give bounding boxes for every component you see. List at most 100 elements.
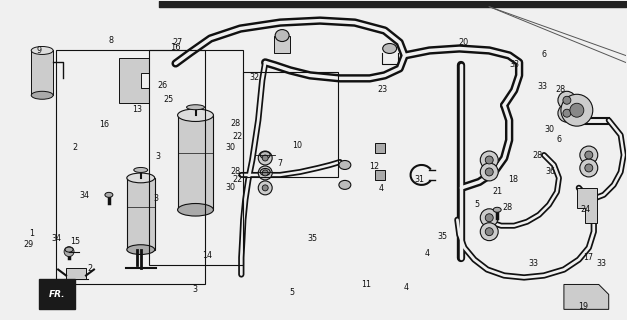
Text: 35: 35 [437,232,447,241]
Text: 28: 28 [555,85,565,94]
Circle shape [258,181,272,195]
Text: 31: 31 [414,175,424,184]
Text: 4: 4 [424,250,429,259]
Ellipse shape [134,167,148,172]
Text: 33: 33 [528,259,538,268]
Ellipse shape [127,173,155,183]
Text: 13: 13 [132,105,142,114]
Circle shape [580,159,598,177]
Text: 28: 28 [230,167,241,176]
Ellipse shape [275,29,289,42]
Text: 32: 32 [250,73,260,82]
Text: 26: 26 [157,81,167,90]
Text: 5: 5 [475,200,480,209]
Ellipse shape [260,152,270,158]
Text: 16: 16 [99,120,109,130]
Text: 10: 10 [292,141,302,150]
Circle shape [558,91,576,109]
Text: 33: 33 [537,82,547,91]
Polygon shape [40,279,75,309]
Circle shape [258,151,272,165]
Circle shape [480,223,498,241]
Text: 28: 28 [532,151,542,160]
Text: 35: 35 [307,234,317,243]
Text: 16: 16 [171,44,181,52]
Circle shape [258,166,272,180]
Text: 24: 24 [581,205,591,214]
Text: 30: 30 [226,183,236,192]
Text: 18: 18 [508,175,519,184]
Circle shape [480,163,498,181]
Bar [66,268,86,279]
Text: 7: 7 [278,159,283,168]
Polygon shape [564,284,609,309]
Ellipse shape [31,46,53,54]
Ellipse shape [339,180,351,189]
Circle shape [563,109,571,117]
Text: 5: 5 [290,288,295,297]
Circle shape [561,94,593,126]
Circle shape [558,104,576,122]
Circle shape [485,214,493,222]
Circle shape [570,103,584,117]
Circle shape [262,185,268,191]
Circle shape [262,170,268,176]
Text: 22: 22 [232,132,243,140]
Circle shape [580,146,598,164]
Text: 20: 20 [458,38,468,47]
Circle shape [585,151,593,159]
Ellipse shape [260,168,270,175]
Ellipse shape [31,91,53,99]
Circle shape [480,151,498,169]
Text: 28: 28 [230,119,241,128]
Text: 27: 27 [172,38,182,47]
Text: 22: 22 [232,175,243,184]
Ellipse shape [177,109,213,122]
Text: 34: 34 [80,190,90,200]
Ellipse shape [177,204,213,216]
Text: 4: 4 [403,283,408,292]
Polygon shape [119,59,149,103]
Text: 3: 3 [192,284,198,293]
Text: 1: 1 [29,229,34,238]
Ellipse shape [105,192,113,197]
Circle shape [485,168,493,176]
Text: 28: 28 [502,203,512,212]
Text: 6: 6 [556,135,561,144]
Text: 30: 30 [226,143,236,152]
Text: FR.: FR. [49,290,65,299]
Ellipse shape [493,207,501,212]
Text: 23: 23 [377,85,387,94]
Ellipse shape [127,245,155,254]
Circle shape [64,247,74,257]
Text: 12: 12 [370,162,380,171]
Circle shape [262,155,268,161]
Text: 19: 19 [578,302,588,311]
Circle shape [480,209,498,227]
Bar [243,72,338,177]
Text: 8: 8 [108,36,113,45]
Text: 34: 34 [51,234,61,243]
Text: 30: 30 [544,125,554,134]
Bar [375,143,385,153]
Bar [31,51,53,95]
Ellipse shape [187,105,204,110]
Text: 29: 29 [24,240,34,249]
Polygon shape [577,188,597,223]
Bar [56,51,206,284]
Text: 36: 36 [545,167,556,176]
Text: 11: 11 [362,280,372,289]
Text: 17: 17 [583,253,593,262]
Ellipse shape [339,161,351,170]
Circle shape [485,156,493,164]
Text: 9: 9 [36,45,41,55]
Text: 6: 6 [541,50,546,59]
Bar [375,170,385,180]
Text: 15: 15 [70,237,80,246]
Bar [149,51,243,265]
Text: 21: 21 [493,188,503,196]
Ellipse shape [382,44,397,53]
Circle shape [485,228,493,236]
Text: 2: 2 [87,264,93,273]
Text: 4: 4 [379,184,384,193]
